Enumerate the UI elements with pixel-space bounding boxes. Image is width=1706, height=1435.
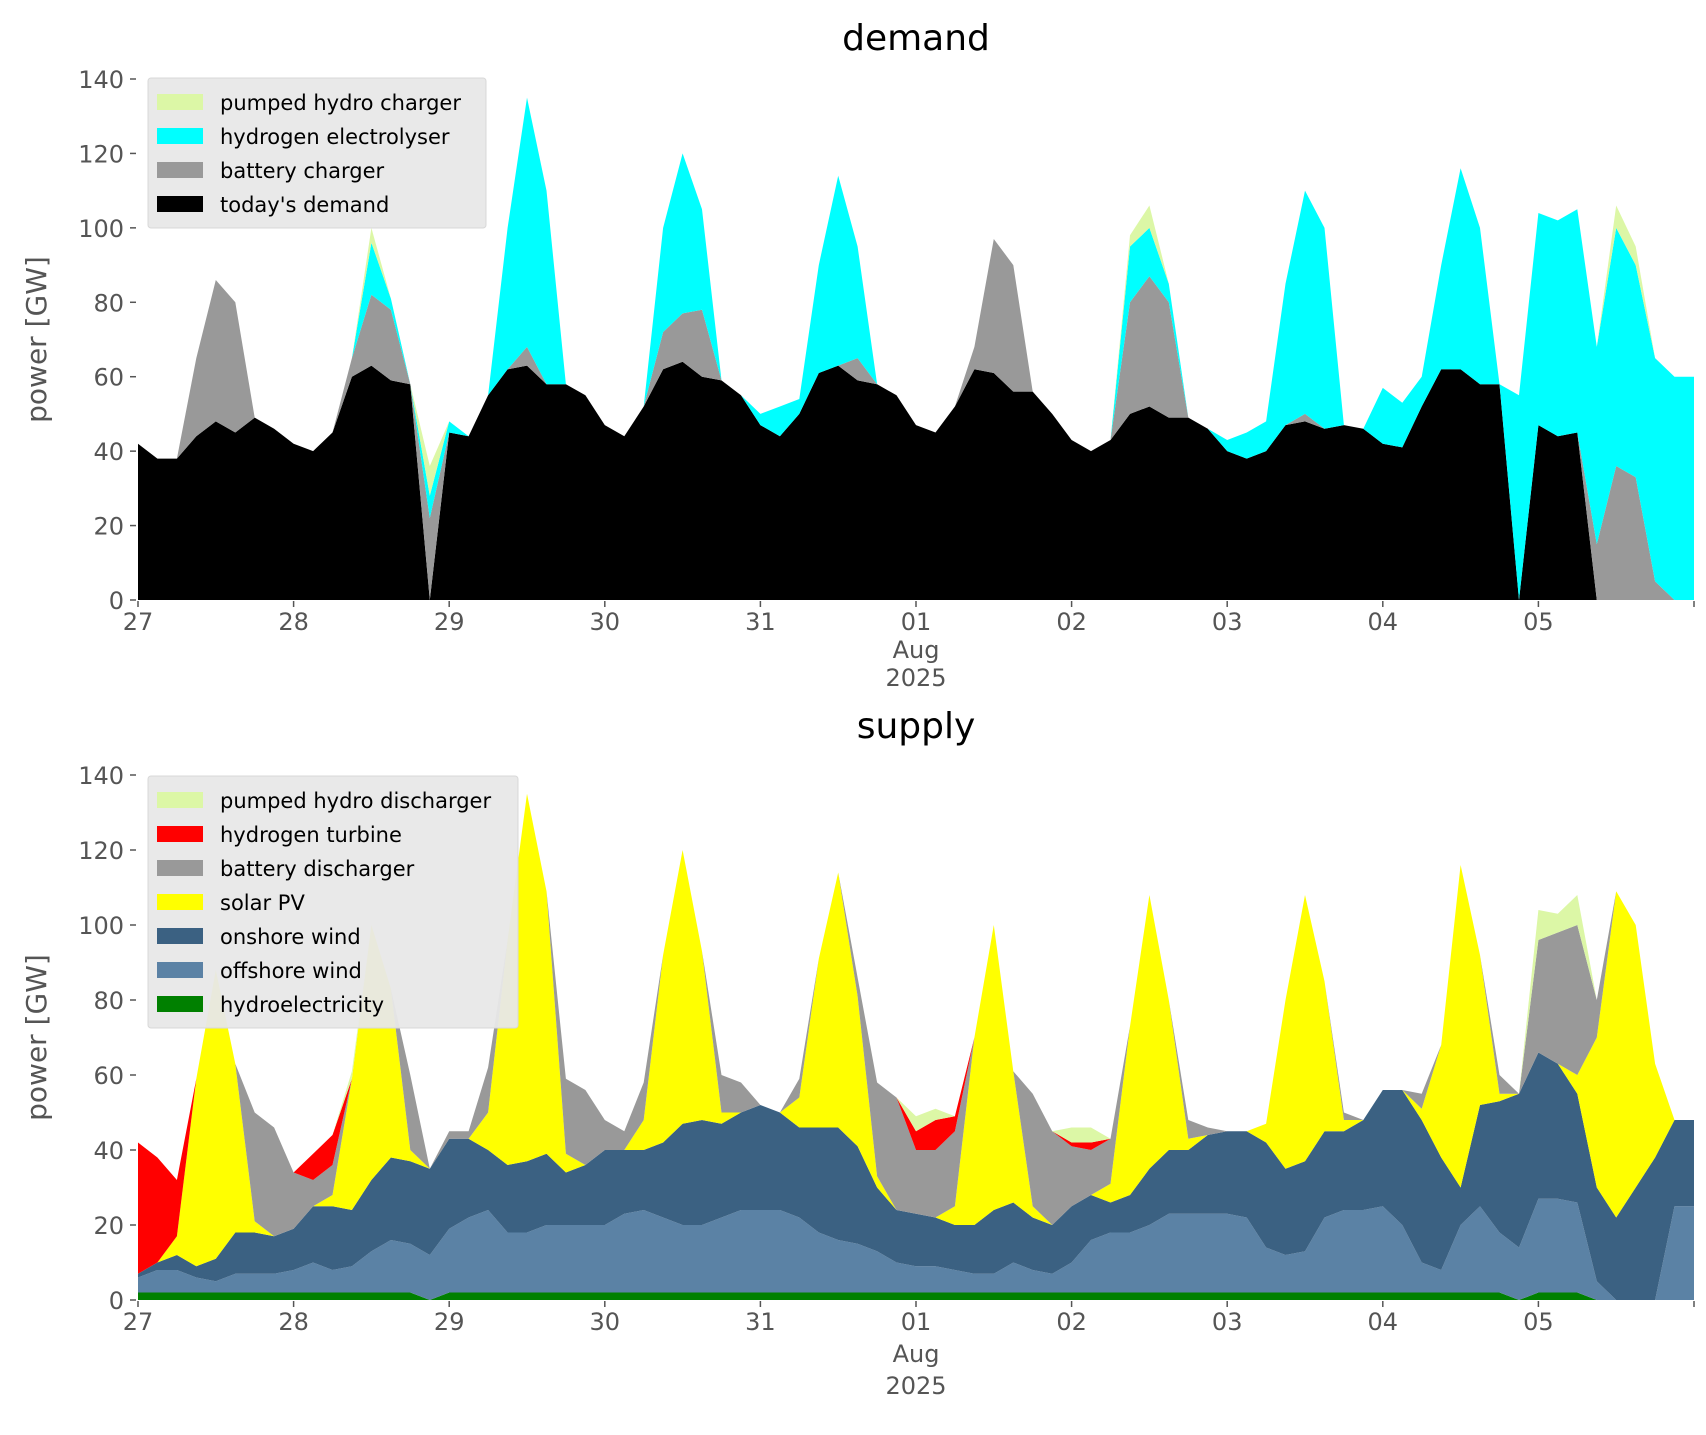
legend-label: onshore wind <box>220 925 361 949</box>
x-tick-label: 02 <box>1056 608 1087 636</box>
x-tick-label: 31 <box>745 608 776 636</box>
legend: pumped hydro charger hydrogen electrolyse… <box>147 77 487 229</box>
legend-swatch <box>157 128 203 144</box>
legend-swatch <box>157 196 203 212</box>
legend-label: pumped hydro charger <box>220 91 461 115</box>
area-hydroelectricity <box>138 1292 1694 1300</box>
legend-label: battery discharger <box>220 857 415 881</box>
x-tick-label: 04 <box>1368 608 1399 636</box>
legend-swatch <box>157 162 203 178</box>
y-tick-label: 140 <box>78 66 124 94</box>
legend-swatch <box>157 792 203 808</box>
x-month-label: Aug <box>893 636 940 664</box>
x-tick-label: 02 <box>1056 1308 1087 1336</box>
chart-title: supply <box>857 706 976 747</box>
x-tick-label: 03 <box>1212 608 1243 636</box>
legend: pumped hydro discharger hydrogen turbine b… <box>147 775 519 1029</box>
y-tick-label: 0 <box>109 587 124 615</box>
x-tick-label: 05 <box>1523 608 1554 636</box>
legend-box <box>147 775 519 1029</box>
x-year-label: 2025 <box>885 664 946 692</box>
area-solar-pv <box>138 793 1694 1274</box>
y-tick-label: 120 <box>78 140 124 168</box>
legend-label: hydrogen electrolyser <box>220 125 450 149</box>
legend-label: hydrogen turbine <box>220 823 402 847</box>
area-battery-discharger <box>138 793 1694 1274</box>
y-axis-label: power [GW] <box>20 256 53 423</box>
x-tick-label: 28 <box>278 1308 309 1336</box>
x-tick-label: 30 <box>590 1308 621 1336</box>
chart-title: demand <box>842 18 990 59</box>
y-tick-label: 100 <box>78 215 124 243</box>
x-year-label: 2025 <box>885 1372 946 1400</box>
x-tick-label: 30 <box>590 608 621 636</box>
legend-label: offshore wind <box>220 959 362 983</box>
x-tick-label: 31 <box>745 1308 776 1336</box>
x-tick-label: 05 <box>1523 1308 1554 1336</box>
legend-label: solar PV <box>220 891 305 915</box>
area-offshore-wind <box>138 1198 1694 1300</box>
area-today-s-demand <box>138 361 1694 600</box>
y-tick-label: 60 <box>93 1062 124 1090</box>
y-tick-label: 40 <box>93 1137 124 1165</box>
x-tick-label: 28 <box>278 608 309 636</box>
legend-label: hydroelectricity <box>220 993 384 1017</box>
x-tick-label: 01 <box>901 1308 932 1336</box>
y-tick-label: 20 <box>93 513 124 541</box>
y-tick-label: 100 <box>78 912 124 940</box>
legend-label: today's demand <box>220 193 389 217</box>
legend-swatch <box>157 894 203 910</box>
x-month-label: Aug <box>893 1340 940 1368</box>
y-tick-label: 60 <box>93 364 124 392</box>
area-onshore-wind <box>138 1052 1694 1300</box>
x-tick-label: 29 <box>434 608 465 636</box>
x-tick-label: 01 <box>901 608 932 636</box>
y-tick-label: 120 <box>78 837 124 865</box>
x-tick-label: 03 <box>1212 1308 1243 1336</box>
legend-swatch <box>157 996 203 1012</box>
y-axis-label: power [GW] <box>20 954 53 1121</box>
legend-label: pumped hydro discharger <box>220 789 491 813</box>
y-tick-label: 80 <box>93 289 124 317</box>
x-tick-label: 29 <box>434 1308 465 1336</box>
legend-swatch <box>157 928 203 944</box>
legend-swatch <box>157 962 203 978</box>
y-tick-label: 40 <box>93 438 124 466</box>
y-tick-label: 0 <box>109 1287 124 1315</box>
legend-swatch <box>157 860 203 876</box>
legend-box <box>147 77 487 229</box>
legend-swatch <box>157 94 203 110</box>
y-tick-label: 80 <box>93 987 124 1015</box>
legend-swatch <box>157 826 203 842</box>
area-hydrogen-electrolyser <box>138 97 1694 600</box>
y-tick-label: 140 <box>78 762 124 790</box>
x-tick-label: 27 <box>123 1308 154 1336</box>
x-tick-label: 04 <box>1368 1308 1399 1336</box>
y-tick-label: 20 <box>93 1212 124 1240</box>
legend-label: battery charger <box>220 159 385 183</box>
x-tick-label: 27 <box>123 608 154 636</box>
